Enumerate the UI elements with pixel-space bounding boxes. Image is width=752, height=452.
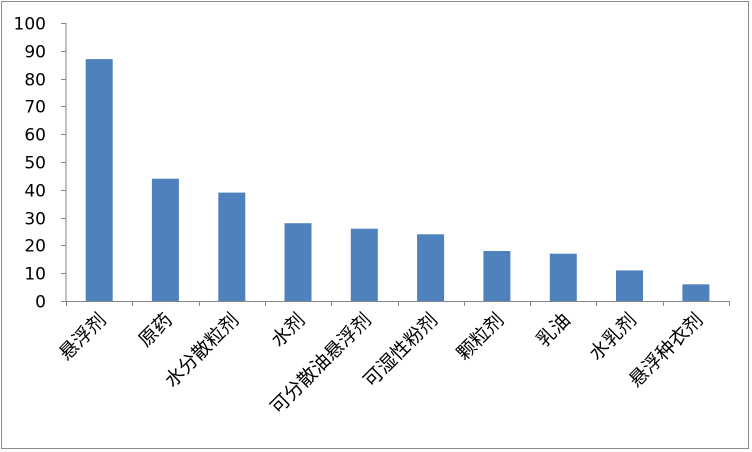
x-tick-label-1: 原药 [134,309,176,351]
y-tick-label: 40 [24,182,46,202]
bar-3 [284,223,312,301]
y-tick-label: 80 [24,71,46,91]
y-tick-label: 10 [24,265,46,285]
x-tick-label-7: 乳油 [532,309,574,351]
y-tick-label: 0 [35,293,46,313]
y-tick-label: 60 [24,126,46,146]
bar-5 [417,234,445,301]
y-tick-label: 90 [24,43,46,63]
y-tick-label: 20 [24,237,46,257]
bar-6 [483,251,511,301]
bar-7 [549,253,577,301]
bar-4 [350,228,378,301]
x-tick-label-8: 水乳剂 [585,309,641,365]
x-tick-label-0: 悬浮剂 [55,309,111,365]
bar-0 [85,59,113,301]
y-axis: 0 10 20 30 40 50 60 70 80 90 100 [14,15,67,313]
x-tick-label-6: 颗粒剂 [453,309,509,365]
bar-8 [616,270,643,301]
x-tick-label-3: 水剂 [267,309,309,351]
y-tick-label: 70 [24,98,46,118]
bar-9 [682,284,710,301]
y-tick-label: 100 [14,15,46,35]
bars [85,59,710,301]
bar-2 [218,192,246,301]
y-tick-label: 30 [24,210,46,230]
bar-1 [151,178,179,301]
y-tick-label: 50 [24,154,46,174]
